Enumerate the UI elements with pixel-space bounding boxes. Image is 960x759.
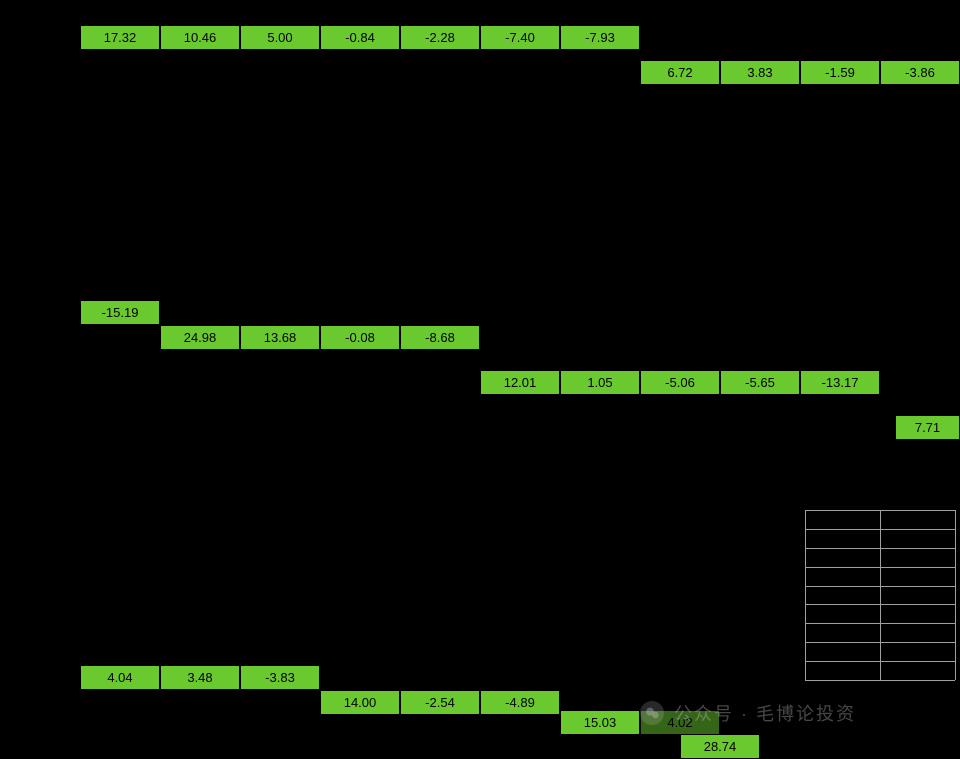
data-cell: 4.04 xyxy=(80,665,160,690)
mini-grid-vline xyxy=(805,510,806,680)
data-cell: 1.05 xyxy=(560,370,640,395)
watermark-text: 公众号 · 毛博论投资 xyxy=(674,700,856,726)
mini-grid-vline xyxy=(955,510,956,680)
data-cell: -3.83 xyxy=(240,665,320,690)
data-cell: -7.93 xyxy=(560,25,640,50)
wechat-icon xyxy=(640,701,664,725)
data-cell: -5.65 xyxy=(720,370,800,395)
data-cell: 7.71 xyxy=(895,415,960,440)
data-cell: -8.68 xyxy=(400,325,480,350)
data-cell: 17.32 xyxy=(80,25,160,50)
data-cell: 6.72 xyxy=(640,60,720,85)
data-cell: 15.03 xyxy=(560,710,640,735)
data-cell: -3.86 xyxy=(880,60,960,85)
data-cell: 3.48 xyxy=(160,665,240,690)
data-cell: 12.01 xyxy=(480,370,560,395)
data-cell: 24.98 xyxy=(160,325,240,350)
data-cell: 10.46 xyxy=(160,25,240,50)
mini-grid-hline xyxy=(805,680,955,681)
data-cell: -2.54 xyxy=(400,690,480,715)
watermark: 公众号 · 毛博论投资 xyxy=(640,700,856,726)
data-cell: -5.06 xyxy=(640,370,720,395)
data-cell: 28.74 xyxy=(680,734,760,759)
data-cell: -15.19 xyxy=(80,300,160,325)
data-cell: -4.89 xyxy=(480,690,560,715)
data-cell: 14.00 xyxy=(320,690,400,715)
data-cell: 3.83 xyxy=(720,60,800,85)
data-cell: -13.17 xyxy=(800,370,880,395)
data-cell: -0.84 xyxy=(320,25,400,50)
data-cell: -0.08 xyxy=(320,325,400,350)
data-cell: 5.00 xyxy=(240,25,320,50)
chart-stage: 17.3210.465.00-0.84-2.28-7.40-7.936.723.… xyxy=(0,0,960,759)
data-cell: -1.59 xyxy=(800,60,880,85)
mini-grid-vline xyxy=(880,510,881,680)
data-cell: -7.40 xyxy=(480,25,560,50)
data-cell: -2.28 xyxy=(400,25,480,50)
data-cell: 13.68 xyxy=(240,325,320,350)
